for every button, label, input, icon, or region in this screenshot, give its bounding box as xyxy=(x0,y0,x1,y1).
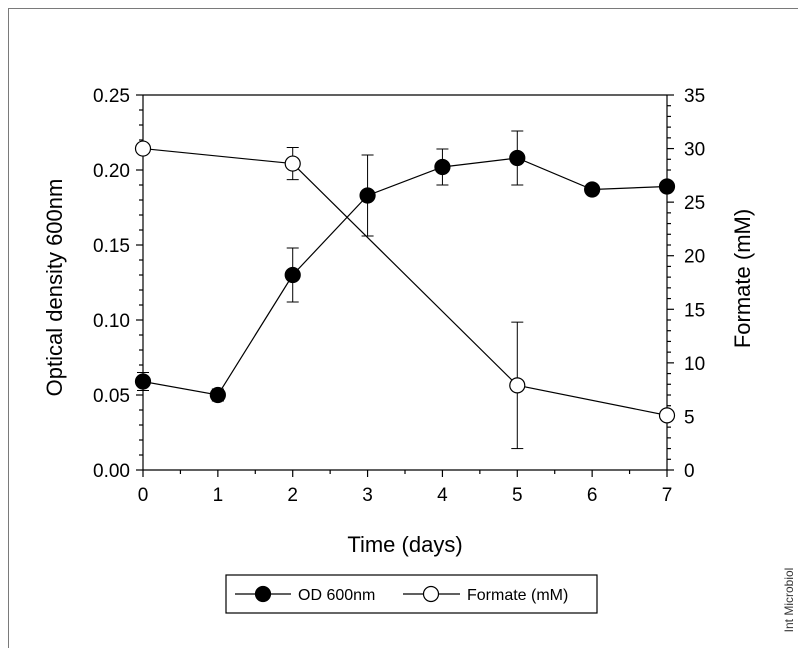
data-point-od xyxy=(134,373,152,390)
series-line-od xyxy=(142,157,668,396)
x-tick-label: 0 xyxy=(138,485,149,506)
x-tick-label: 5 xyxy=(512,485,523,506)
y-right-tick-label: 5 xyxy=(684,407,695,428)
x-tick-label: 1 xyxy=(213,485,224,506)
data-point-formate xyxy=(134,140,152,157)
y-right-tick-label: 0 xyxy=(684,461,695,482)
y-right-tick-label: 25 xyxy=(684,193,705,214)
x-tick-label: 3 xyxy=(362,485,373,506)
data-point-od xyxy=(434,158,451,176)
data-point-od xyxy=(209,386,226,404)
y-left-tick-label: 0.25 xyxy=(93,86,130,107)
x-tick-label: 4 xyxy=(437,485,448,506)
y-left-tick-label: 0.05 xyxy=(93,386,130,407)
data-point-formate xyxy=(284,155,301,172)
y-left-tick-label: 0.15 xyxy=(93,236,130,257)
y-axis-right-title: Formate (mM) xyxy=(730,209,755,348)
y-right-tick-label: 35 xyxy=(684,86,705,107)
y-right-tick-label: 20 xyxy=(684,247,705,268)
series-line-formate xyxy=(142,147,668,416)
legend-marker-formate xyxy=(422,585,440,603)
plot-axes: 0 1 2 3 4 5 6 7 0.00 0.05 0.10 0.15 0.20 0.25 0 5 10 15 20… xyxy=(93,86,705,506)
y-right-tick-label: 15 xyxy=(684,300,705,321)
data-point-od xyxy=(359,187,376,204)
x-tick-label: 6 xyxy=(587,485,598,506)
legend-marker-od xyxy=(254,585,272,603)
y-left-tick-label: 0.10 xyxy=(93,311,130,332)
y-right-tick-label: 30 xyxy=(684,140,705,161)
legend-label-formate: Formate (mM) xyxy=(467,587,568,604)
x-tick-label: 2 xyxy=(287,485,298,506)
data-point-od xyxy=(584,181,601,198)
legend-label-od: OD 600nm xyxy=(298,587,375,604)
data-point-od xyxy=(509,149,526,167)
y-axis-left-title: Optical density 600nm xyxy=(42,179,67,397)
legend: OD 600nm Formate (mM) xyxy=(225,574,598,614)
axis-labels: Time (days) Optical density 600nm Format… xyxy=(42,179,755,557)
y-left-tick-label: 0.00 xyxy=(93,461,130,482)
credit-watermark: Int Microbiol xyxy=(781,560,797,640)
data-point-formate xyxy=(658,407,676,424)
data-point-od xyxy=(658,178,676,195)
y-left-tick-label: 0.20 xyxy=(93,161,130,182)
data-point-formate xyxy=(509,377,526,394)
x-tick-label: 7 xyxy=(662,485,673,506)
credit-text: Int Microbiol xyxy=(782,567,796,633)
x-axis-title: Time (days) xyxy=(347,532,462,557)
y-right-tick-label: 10 xyxy=(684,354,705,375)
series-layer xyxy=(134,130,676,450)
data-point-od xyxy=(284,266,301,284)
figure-frame xyxy=(8,8,798,648)
